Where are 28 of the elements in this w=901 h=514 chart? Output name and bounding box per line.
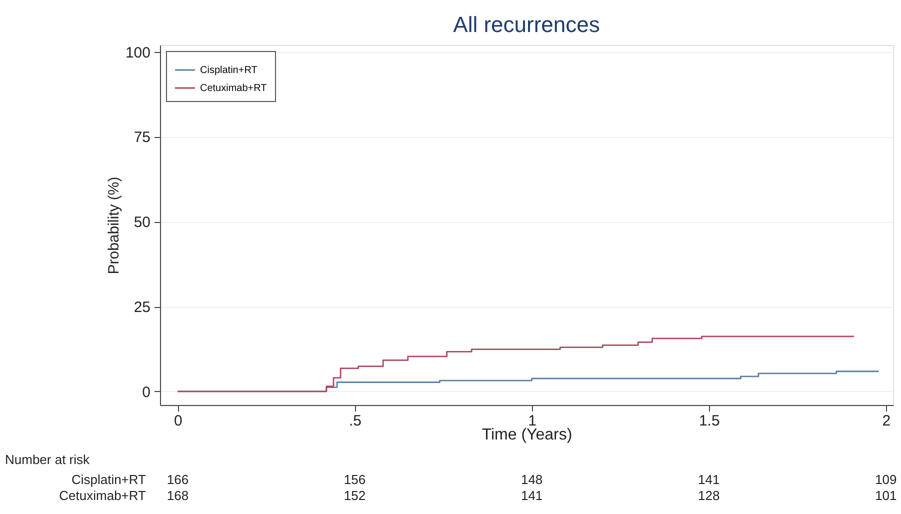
text: 166: [166, 472, 189, 487]
x-tick-label: 1: [528, 412, 536, 430]
y-axis-title: Probability (%): [105, 176, 122, 274]
y-tick-label: 75: [134, 129, 150, 146]
text: Number at risk: [5, 452, 90, 467]
x-tick-label: 1.5: [698, 412, 720, 430]
text: Cetuximab+RT: [59, 488, 146, 503]
text: 109: [875, 472, 897, 487]
y-tick-label: 50: [134, 214, 150, 232]
text: 128: [698, 488, 720, 503]
text: 148: [520, 472, 543, 487]
text: 141: [520, 488, 543, 503]
text: 101: [875, 488, 897, 503]
legend-label: Cetuximab+RT: [200, 83, 267, 94]
y-tick-label: 25: [134, 299, 150, 316]
x-tick-label: 0: [174, 412, 182, 430]
x-tick-label: 2: [882, 412, 891, 430]
text: 152: [344, 488, 366, 503]
chart-title: All recurrences: [453, 12, 600, 37]
y-tick-label: 100: [125, 44, 150, 62]
text: 141: [698, 472, 720, 487]
x-tick-label: .5: [349, 412, 362, 430]
legend-label: Cisplatin+RT: [200, 65, 258, 76]
x-axis-title: Time (Years): [482, 426, 572, 444]
text: 156: [344, 472, 366, 487]
y-tick-label: 0: [142, 384, 150, 401]
text: Cisplatin+RT: [71, 472, 146, 487]
text: 168: [166, 488, 189, 503]
